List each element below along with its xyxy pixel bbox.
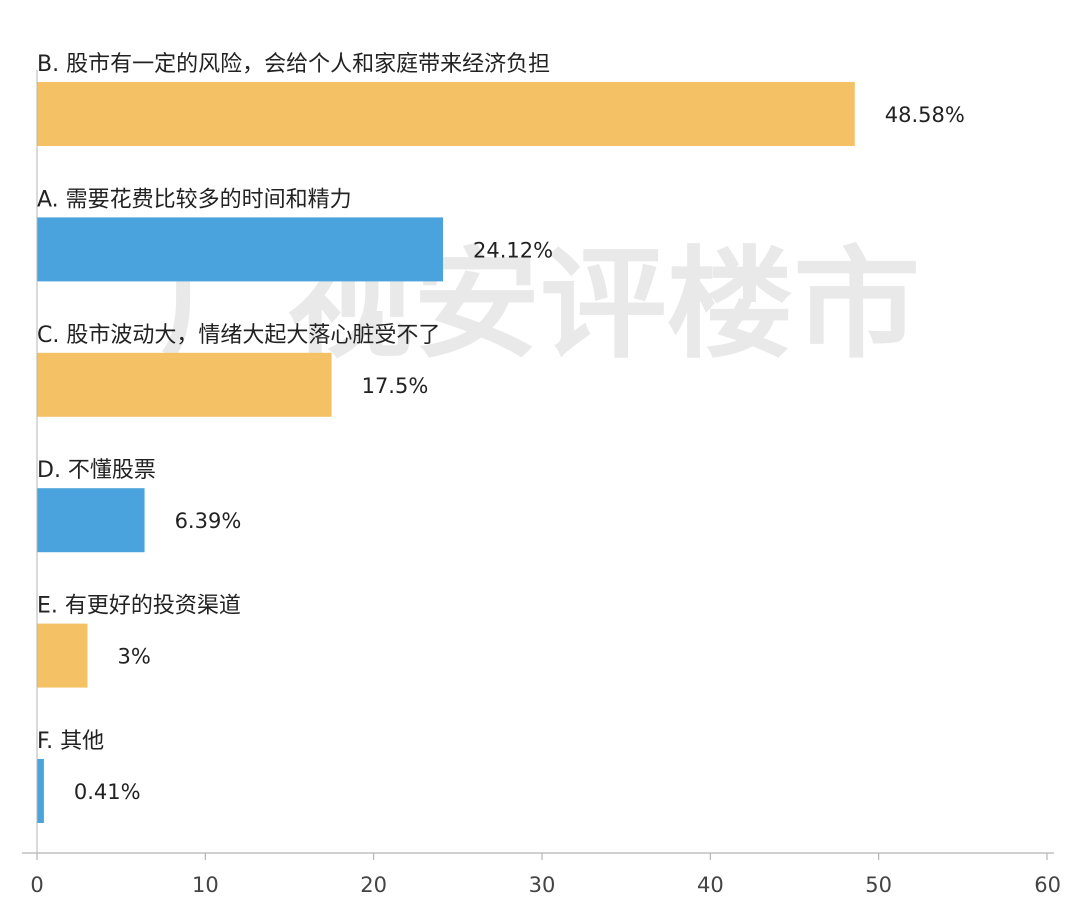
bar (37, 217, 444, 282)
category-label: C. 股市波动大，情绪大起大落心脏受不了 (37, 323, 440, 348)
category-label: B. 股市有一定的风险，会给个人和家庭带来经济负担 (37, 52, 550, 77)
bar (37, 82, 855, 146)
category-label: E. 有更好的投资渠道 (37, 594, 241, 619)
category-label: A. 需要花费比较多的时间和精力 (37, 187, 352, 212)
data-label: 0.41% (74, 780, 141, 804)
x-tick-label: 30 (529, 873, 556, 897)
data-label: 6.39% (175, 509, 242, 533)
category-label: D. 不懂股票 (37, 458, 156, 483)
bar (37, 488, 145, 553)
x-tick-label: 20 (360, 873, 387, 897)
bar (37, 623, 88, 688)
bar (37, 759, 44, 823)
data-label: 3% (118, 645, 151, 669)
category-label: F. 其他 (37, 729, 104, 754)
bar (37, 352, 332, 417)
x-tick-label: 40 (697, 873, 724, 897)
data-label: 48.58% (885, 103, 965, 127)
x-tick-label: 60 (1034, 873, 1061, 897)
x-tick-label: 0 (30, 873, 43, 897)
data-label: 17.5% (362, 374, 429, 398)
data-label: 24.12% (473, 238, 553, 262)
x-tick-label: 10 (192, 873, 219, 897)
x-tick-label: 50 (865, 873, 892, 897)
